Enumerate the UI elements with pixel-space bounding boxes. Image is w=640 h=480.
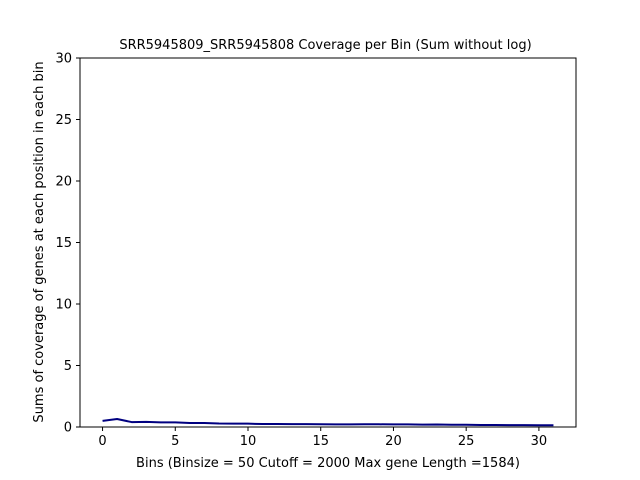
x-tick-label: 20	[385, 434, 402, 449]
x-tick-label: 10	[240, 434, 257, 449]
plot-area	[102, 418, 554, 427]
y-tick-label: 20	[55, 175, 72, 190]
x-axis-label: Bins (Binsize = 50 Cutoff = 2000 Max gen…	[136, 456, 520, 471]
y-axis-label: Sums of coverage of genes at each positi…	[32, 61, 47, 422]
y-tick-label: 25	[55, 113, 72, 128]
y-axis: 0 5 10 15 20 25 30	[55, 52, 80, 436]
y-tick-label: 10	[55, 298, 72, 313]
x-tick-label: 30	[531, 434, 548, 449]
y-tick-label: 5	[64, 359, 72, 374]
y-tick-label: 0	[64, 421, 72, 436]
axes-frame	[79, 57, 577, 428]
x-tick-label: 25	[458, 434, 475, 449]
y-tick-label: 15	[55, 236, 72, 251]
coverage-series-line	[102, 418, 554, 427]
x-tick-label: 15	[312, 434, 329, 449]
y-tick-label: 30	[55, 52, 72, 67]
x-tick-label: 0	[98, 434, 106, 449]
chart-title: SRR5945809_SRR5945808 Coverage per Bin (…	[119, 38, 531, 53]
x-axis: 0 5 10 15 20 25 30	[98, 427, 547, 449]
x-tick-label: 5	[171, 434, 179, 449]
